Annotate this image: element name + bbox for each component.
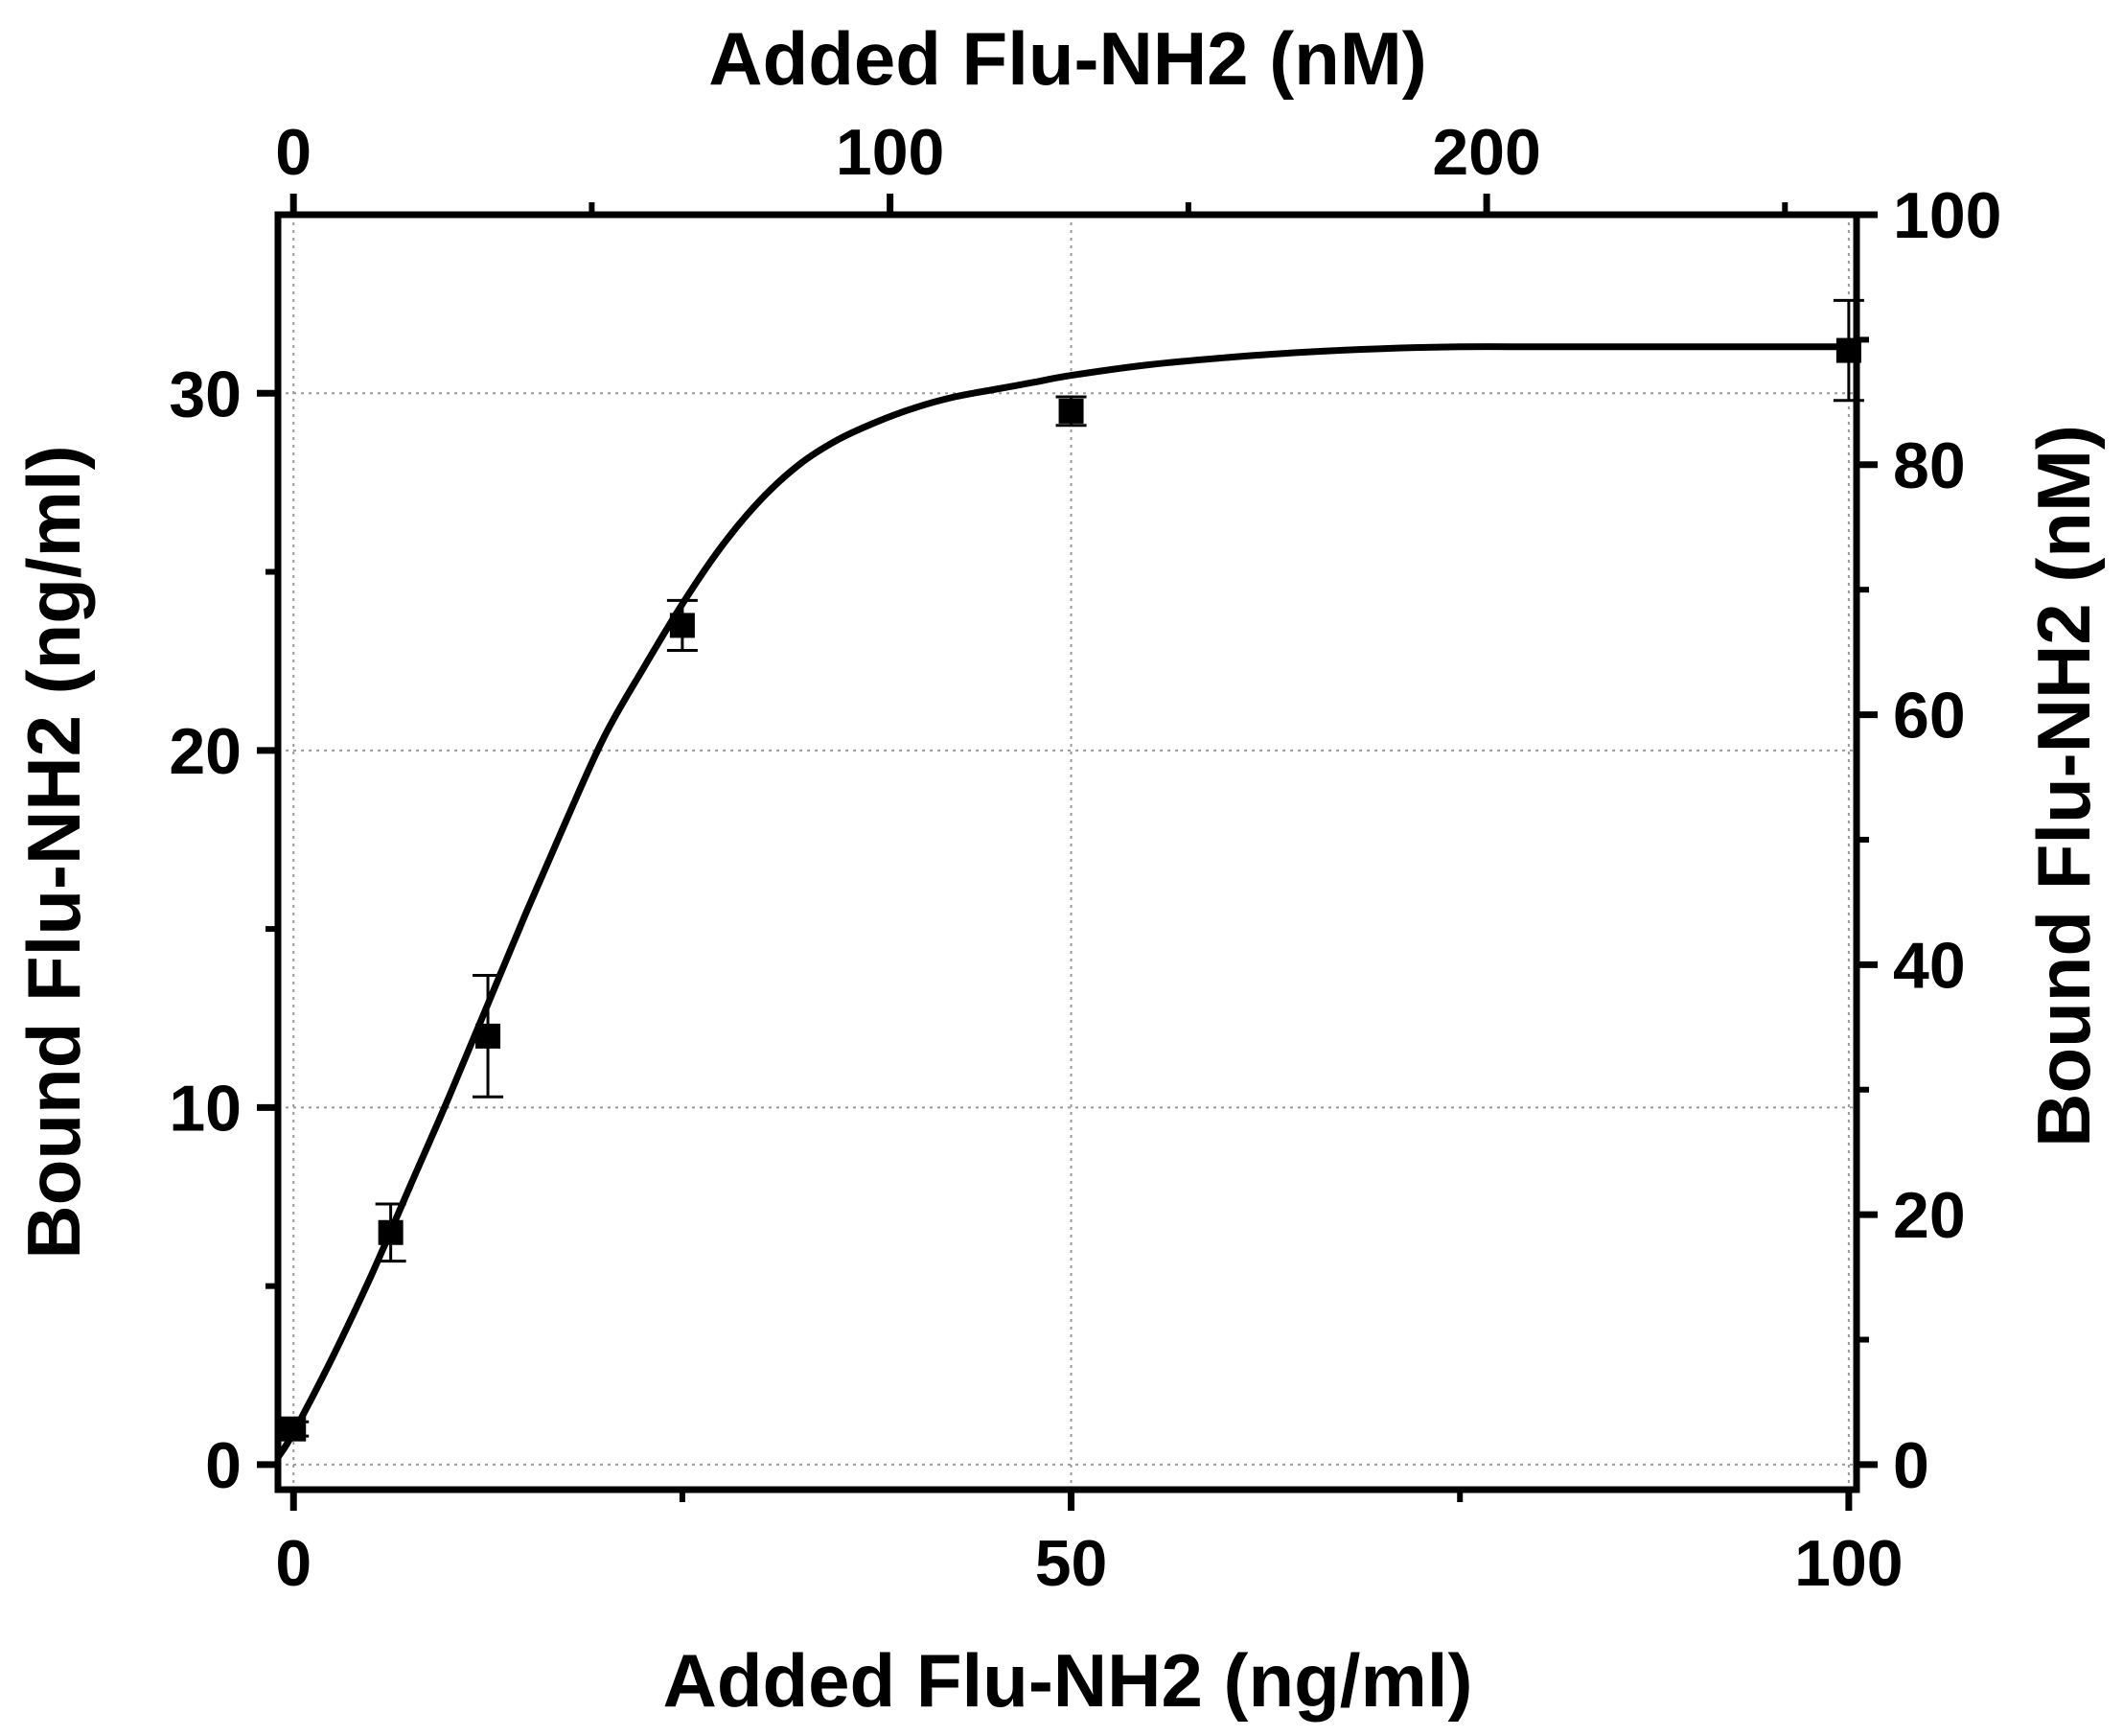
data-point-group [666,598,698,653]
data-point-group [375,1202,406,1263]
data-point-group [1055,395,1087,428]
data-point [378,1219,404,1245]
data-point [669,613,695,638]
data-point-group [278,1416,310,1442]
y-tick-label: 20 [169,715,242,788]
y-axis-title: Bound Flu-NH2 (ng/ml) [12,445,96,1259]
y2-tick-label: 60 [1893,680,1966,752]
y-tick-label: 10 [169,1072,242,1145]
data-point-group [473,974,504,1099]
plot-series [275,298,1864,1460]
data-point [281,1416,307,1442]
x2-tick-label: 0 [275,116,312,189]
x-axis-title: Added Flu-NH2 (ng/ml) [663,1638,1473,1723]
grid [278,215,1857,1490]
y2-tick-label: 40 [1893,929,1966,1002]
y2-tick-label: 20 [1893,1179,1966,1252]
tick-marks [257,194,1878,1511]
x2-axis-title: Added Flu-NH2 (nM) [708,16,1427,101]
x-tick-label: 50 [1035,1527,1108,1600]
x2-tick-label: 100 [836,116,944,189]
y2-tick-label: 0 [1893,1429,1929,1502]
y2-tick-label: 100 [1893,179,2001,252]
y2-tick-label: 80 [1893,429,1966,502]
data-point [1058,398,1084,424]
plot-frame [274,211,1860,1493]
fit-curve [275,343,1849,1460]
y-tick-label: 30 [169,358,242,430]
x-tick-label: 0 [275,1527,312,1600]
x-tick-label: 100 [1794,1527,1903,1600]
y2-axis-title: Bound Flu-NH2 (nM) [2021,425,2106,1147]
tick-labels: 0 50 100 0 10 20 30 0 100 200 0 20 40 60 80 100 [169,116,2001,1600]
y-tick-label: 0 [205,1429,242,1502]
data-point [475,1023,501,1049]
x2-tick-label: 200 [1432,116,1540,189]
